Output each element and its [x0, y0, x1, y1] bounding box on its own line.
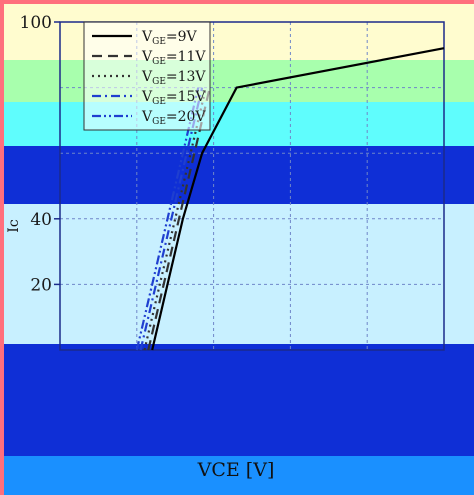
- band-cyan: [4, 102, 474, 146]
- legend-label: VGE=11V: [141, 49, 206, 67]
- y-tick-label: 20: [30, 275, 52, 295]
- series-line-4: [139, 87, 204, 351]
- band-sky: [4, 456, 474, 495]
- chart-svg: 100 40 20 VGE=9V VGE=11V VGE=13V VGE=15V VGE=2…: [6, 13, 445, 481]
- series-line-1: [151, 47, 445, 351]
- legend-label: VGE=15V: [141, 89, 206, 107]
- series-layer: [135, 47, 445, 351]
- band-green: [4, 60, 474, 102]
- series-line-2: [147, 87, 211, 351]
- chart-frame: 100 40 20 VGE=9V VGE=11V VGE=13V VGE=15V VGE=2…: [4, 4, 474, 495]
- legend: VGE=9V VGE=11V VGE=13V VGE=15V VGE=20V: [83, 21, 211, 131]
- legend-label: VGE=20V: [141, 109, 206, 127]
- series-line-5: [135, 87, 200, 351]
- band-blue-top: [4, 146, 474, 204]
- band-blue-bottom: [4, 344, 474, 456]
- band-lightblue: [4, 204, 474, 344]
- band-yellow: [4, 4, 474, 60]
- y-tick-label: 40: [30, 210, 52, 230]
- tick-labels: 100 40 20: [20, 13, 60, 295]
- plot-border: [59, 21, 445, 351]
- y-tick-label: 100: [20, 13, 52, 33]
- axes: [59, 21, 445, 351]
- x-axis-label: VCE [V]: [197, 459, 275, 481]
- y-axis-label: Ic: [6, 219, 22, 233]
- legend-label: VGE=9V: [141, 29, 198, 47]
- legend-label: VGE=13V: [141, 69, 206, 87]
